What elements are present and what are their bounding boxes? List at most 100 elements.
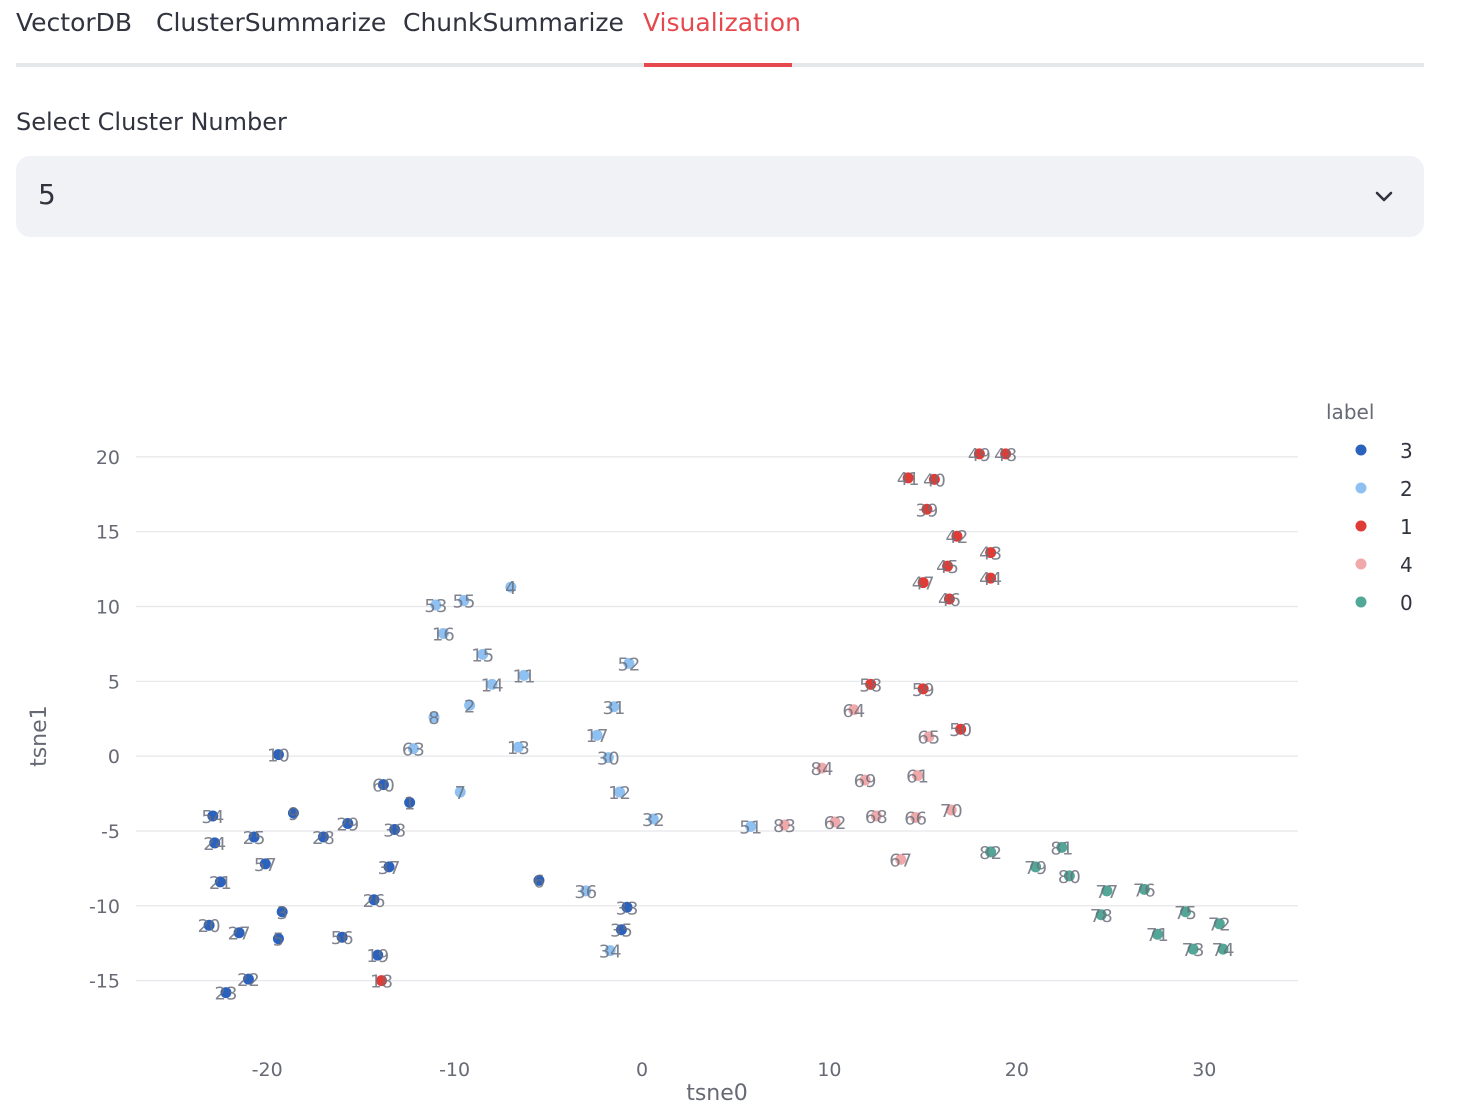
data-point	[368, 894, 380, 906]
point-label: 70	[940, 801, 963, 822]
data-point	[477, 648, 489, 660]
data-point	[259, 858, 271, 870]
data-point	[647, 813, 659, 825]
data-point	[505, 581, 517, 593]
data-point	[1151, 928, 1163, 940]
point-label: 53	[424, 596, 447, 617]
point-label: 67	[889, 850, 912, 871]
y-tick-label: 15	[96, 522, 120, 544]
data-point	[917, 683, 929, 695]
point-label: 30	[597, 749, 620, 770]
tab-chunksummarize[interactable]: ChunkSummarize	[403, 8, 624, 37]
data-point	[1095, 909, 1107, 921]
point-label: 60	[372, 776, 395, 797]
legend-title: label	[1326, 400, 1374, 424]
chevron-down-icon	[1375, 191, 1393, 202]
point-label: 36	[574, 882, 597, 903]
data-point	[921, 503, 933, 515]
point-label: 20	[198, 916, 221, 937]
data-point	[1180, 906, 1192, 918]
data-point	[430, 599, 442, 611]
point-label: 32	[642, 810, 665, 831]
point-label: 24	[203, 834, 226, 855]
tab-visualization[interactable]: Visualization	[643, 8, 801, 37]
point-label: 65	[917, 728, 940, 749]
x-axis-title: tsne0	[686, 1081, 748, 1106]
x-tick-label: 10	[817, 1059, 841, 1081]
legend-label: 1	[1400, 515, 1413, 539]
data-point	[902, 472, 914, 484]
series-4: 64 65 84 69 61 70 83 62 68 66 67	[773, 701, 963, 872]
point-label: 52	[617, 654, 640, 675]
point-label: 55	[453, 592, 476, 613]
data-point	[623, 657, 635, 669]
point-label: 78	[1090, 906, 1113, 927]
data-point	[214, 876, 226, 888]
y-axis-title: tsne1	[27, 705, 52, 767]
data-point	[985, 547, 997, 559]
data-point	[829, 816, 841, 828]
point-label: 75	[1174, 903, 1197, 924]
point-label: 81	[1050, 838, 1073, 859]
tab-clustersummarize[interactable]: ClusterSummarize	[156, 8, 387, 37]
legend-marker	[1355, 558, 1367, 570]
point-label: 33	[616, 898, 639, 919]
legend-marker	[1355, 520, 1367, 532]
data-point	[745, 820, 757, 832]
point-label: 7	[455, 783, 466, 804]
point-label: 54	[201, 807, 224, 828]
point-label: 14	[481, 675, 504, 696]
point-label: 48	[994, 445, 1017, 466]
point-label: 43	[979, 544, 1002, 565]
point-label: 47	[912, 574, 935, 595]
data-point	[1063, 870, 1075, 882]
data-point	[486, 678, 498, 690]
data-point	[220, 987, 232, 999]
data-point	[591, 729, 603, 741]
y-tick-label: -5	[101, 821, 120, 843]
point-label: 73	[1182, 940, 1205, 961]
point-label: 35	[610, 921, 633, 942]
point-label: 28	[312, 828, 335, 849]
select-cluster-label: Select Cluster Number	[16, 108, 287, 136]
data-point	[985, 572, 997, 584]
point-label: 23	[215, 984, 238, 1005]
data-point	[621, 901, 633, 913]
data-point	[895, 853, 907, 865]
data-point	[342, 817, 354, 829]
point-label: 79	[1024, 858, 1047, 879]
data-point	[372, 949, 384, 961]
point-label: 25	[243, 828, 266, 849]
data-point	[955, 723, 967, 735]
x-tick-label: 30	[1192, 1059, 1216, 1081]
point-label: 29	[336, 814, 359, 835]
data-point	[1187, 943, 1199, 955]
data-point	[604, 945, 616, 957]
data-point	[233, 927, 245, 939]
y-tick-label: 0	[108, 746, 120, 768]
data-point	[1000, 448, 1012, 460]
point-label: 64	[842, 701, 865, 722]
data-point	[454, 786, 466, 798]
legend-marker	[1355, 444, 1367, 456]
point-label: 38	[383, 820, 406, 841]
point-label: 31	[602, 698, 625, 719]
data-point	[945, 804, 957, 816]
point-label: 4	[505, 578, 516, 599]
active-tab-indicator	[644, 63, 792, 67]
point-label: 9	[288, 804, 299, 825]
tab-vectordb[interactable]: VectorDB	[16, 8, 133, 37]
point-label: 50	[949, 720, 972, 741]
data-point	[383, 861, 395, 873]
data-point	[1030, 861, 1042, 873]
cluster-number-select[interactable]: 5	[16, 156, 1424, 237]
y-tick-label: 5	[108, 671, 120, 693]
data-point	[1101, 885, 1113, 897]
data-point	[923, 731, 935, 743]
point-label: 1	[404, 794, 415, 815]
data-point	[1213, 918, 1225, 930]
data-point	[276, 906, 288, 918]
legend-marker	[1355, 482, 1367, 494]
data-point	[512, 741, 524, 753]
